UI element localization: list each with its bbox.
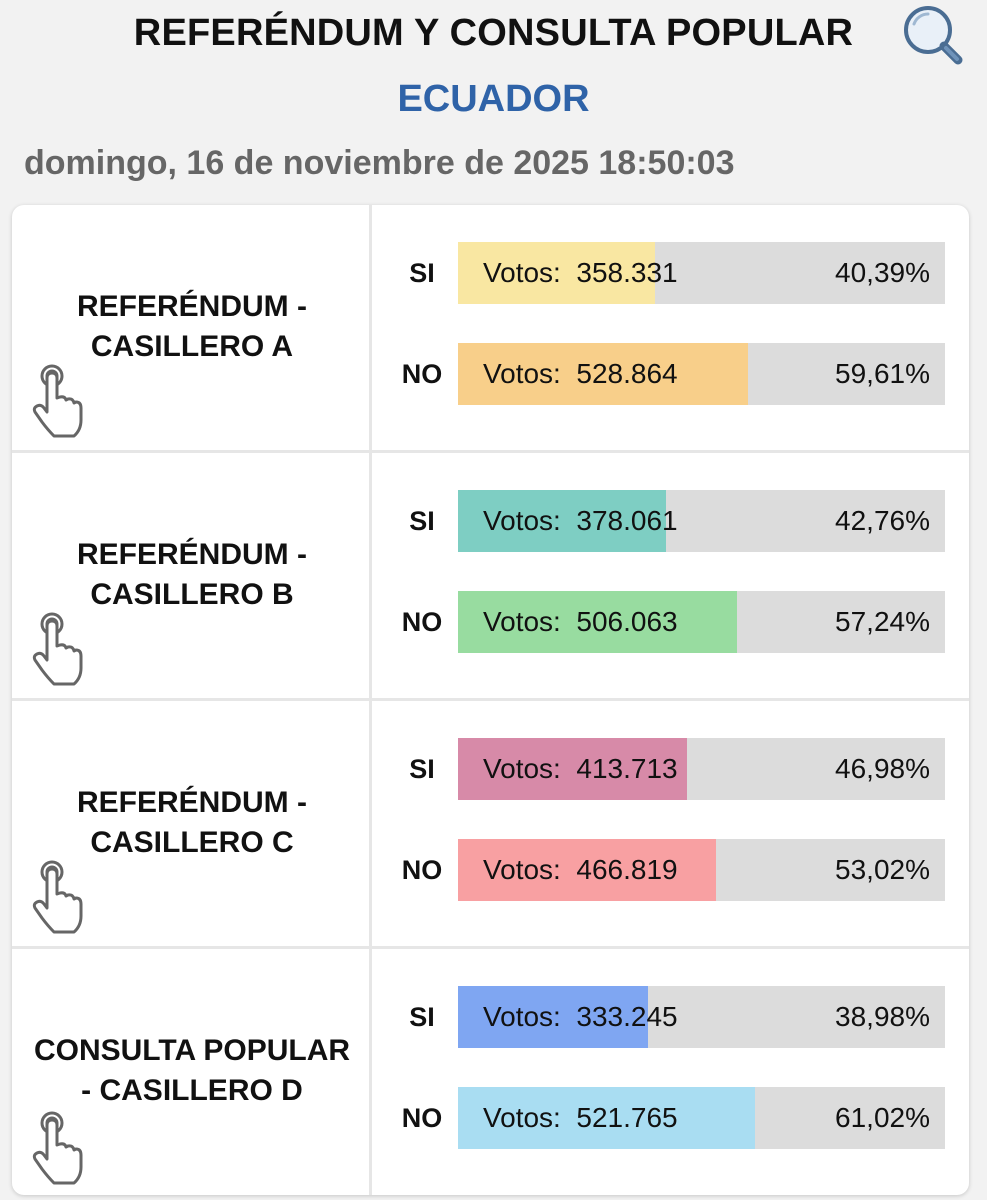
question-name: REFERÉNDUM - CASILLERO B (77, 538, 307, 611)
vote-percent: 53,02% (835, 854, 930, 885)
vote-bar-fill (458, 839, 717, 901)
datetime-label: domingo, 16 de noviembre de 2025 18:50:0… (24, 144, 735, 182)
hand-pointer-icon (32, 1111, 83, 1185)
votes-count: Votos: 333.245 (483, 1001, 678, 1032)
question-row-d: CONSULTA POPULAR - CASILLERO D SI Votos:… (12, 949, 969, 1195)
vote-percent: 61,02% (835, 1102, 930, 1133)
vote-percent: 59,61% (835, 358, 930, 389)
results-card: REFERÉNDUM - CASILLERO A SI Votos: 358.3… (12, 205, 969, 1195)
search-button[interactable] (898, 2, 968, 68)
votes-count: Votos: 521.765 (483, 1102, 678, 1133)
option-si: SI Votos: 378.061 42,76% (372, 490, 969, 552)
question-row-c: REFERÉNDUM - CASILLERO C SI Votos: 413.7… (12, 701, 969, 949)
vote-bar-fill (458, 343, 749, 405)
vote-percent: 42,76% (835, 505, 930, 536)
hand-pointer-icon (32, 860, 83, 934)
vote-bar: Votos: 378.061 42,76% (458, 490, 945, 552)
question-name: REFERÉNDUM - CASILLERO C (77, 786, 307, 859)
vote-bar: Votos: 528.864 59,61% (458, 343, 945, 405)
vote-bar-fill (458, 490, 667, 552)
vote-bar: Votos: 413.713 46,98% (458, 738, 945, 800)
vote-bar: Votos: 506.063 57,24% (458, 591, 945, 653)
vote-percent: 46,98% (835, 753, 930, 784)
question-cell-b[interactable]: REFERÉNDUM - CASILLERO B (12, 453, 372, 698)
option-si: SI Votos: 413.713 46,98% (372, 738, 969, 800)
question-cell-a[interactable]: REFERÉNDUM - CASILLERO A (12, 205, 372, 450)
hand-pointer-icon (32, 364, 83, 438)
page-header: REFERÉNDUM Y CONSULTA POPULAR ECUADOR do… (0, 0, 987, 205)
option-no: NO Votos: 528.864 59,61% (372, 343, 969, 405)
vote-bar-fill (458, 242, 655, 304)
option-no: NO Votos: 466.819 53,02% (372, 839, 969, 901)
question-name: CONSULTA POPULAR - CASILLERO D (33, 1034, 351, 1107)
votes-count: Votos: 358.331 (483, 257, 678, 288)
question-cell-d[interactable]: CONSULTA POPULAR - CASILLERO D (12, 949, 372, 1195)
option-no: NO Votos: 521.765 61,02% (372, 1087, 969, 1149)
vote-bar-fill (458, 591, 737, 653)
votes-count: Votos: 528.864 (483, 358, 678, 389)
option-si: SI Votos: 333.245 38,98% (372, 986, 969, 1048)
question-name: REFERÉNDUM - CASILLERO A (77, 290, 307, 363)
vote-percent: 38,98% (835, 1001, 930, 1032)
vote-bar: Votos: 333.245 38,98% (458, 986, 945, 1048)
question-row-a: REFERÉNDUM - CASILLERO A SI Votos: 358.3… (12, 205, 969, 453)
page-title: REFERÉNDUM Y CONSULTA POPULAR (133, 12, 854, 54)
vote-bar-fill (458, 1087, 756, 1149)
question-cell-c[interactable]: REFERÉNDUM - CASILLERO C (12, 701, 372, 946)
votes-count: Votos: 413.713 (483, 753, 678, 784)
vote-bar-fill (458, 738, 687, 800)
vote-percent: 57,24% (835, 606, 930, 637)
votes-count: Votos: 506.063 (483, 606, 678, 637)
option-no: NO Votos: 506.063 57,24% (372, 591, 969, 653)
option-si: SI Votos: 358.331 40,39% (372, 242, 969, 304)
votes-count: Votos: 378.061 (483, 505, 678, 536)
vote-bar-fill (458, 986, 648, 1048)
vote-bar: Votos: 358.331 40,39% (458, 242, 945, 304)
hand-pointer-icon (32, 612, 83, 686)
votes-count: Votos: 466.819 (483, 854, 678, 885)
country-name: ECUADOR (397, 78, 590, 120)
search-icon (904, 6, 963, 65)
vote-bar: Votos: 466.819 53,02% (458, 839, 945, 901)
question-row-b: REFERÉNDUM - CASILLERO B SI Votos: 378.0… (12, 453, 969, 701)
vote-bar: Votos: 521.765 61,02% (458, 1087, 945, 1149)
vote-percent: 40,39% (835, 257, 930, 288)
